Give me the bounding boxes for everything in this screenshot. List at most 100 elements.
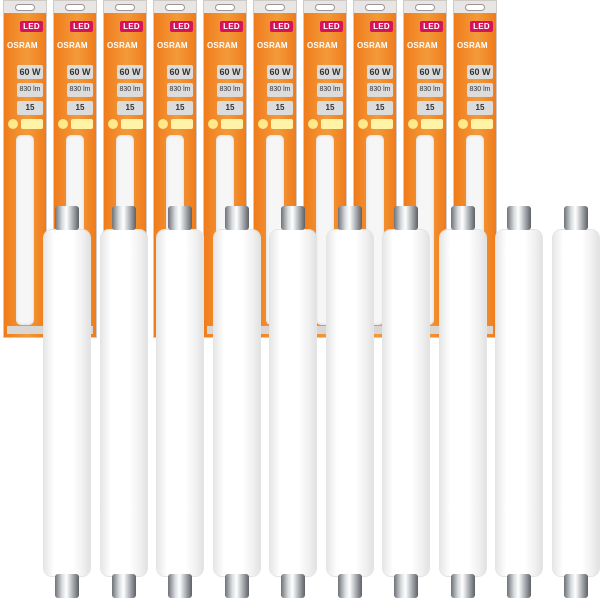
warm-white-tag [471, 119, 493, 129]
metal-end-cap [281, 206, 305, 230]
warm-white-icon [158, 119, 168, 129]
lifetime-label: 15 [217, 101, 243, 115]
hang-hole [265, 4, 285, 11]
led-tube [100, 230, 147, 576]
lumen-label: 830 lm [467, 83, 493, 97]
wattage-label: 60 W [117, 65, 143, 79]
metal-end-cap [168, 206, 192, 230]
warm-white-tag [321, 119, 343, 129]
lumen-label: 830 lm [217, 83, 243, 97]
lumen-label: 830 lm [167, 83, 193, 97]
warm-white-icon [8, 119, 18, 129]
brand-logo: OSRAM [107, 41, 138, 50]
hang-hole [215, 4, 235, 11]
warm-white-icon [58, 119, 68, 129]
lifetime-label: 15 [467, 101, 493, 115]
brand-logo: OSRAM [7, 41, 38, 50]
lifetime-label: 15 [67, 101, 93, 115]
led-badge: LED [320, 21, 343, 32]
lumen-label: 830 lm [17, 83, 43, 97]
wattage-label: 60 W [367, 65, 393, 79]
brand-logo: OSRAM [57, 41, 88, 50]
warm-white-icon [258, 119, 268, 129]
warm-white-icon [458, 119, 468, 129]
metal-end-cap [450, 206, 475, 230]
led-badge: LED [20, 21, 43, 32]
led-tube [44, 230, 90, 576]
hang-hole [165, 4, 185, 11]
led-tube [496, 230, 542, 576]
wattage-label: 60 W [67, 65, 93, 79]
lifetime-label: 15 [417, 101, 443, 115]
metal-end-cap [55, 206, 79, 230]
hang-hole [465, 4, 485, 11]
metal-end-cap [111, 206, 136, 230]
wattage-label: 60 W [417, 65, 443, 79]
metal-end-cap [337, 206, 362, 230]
warm-white-tag [71, 119, 93, 129]
brand-logo: OSRAM [457, 41, 488, 50]
metal-end-cap [394, 206, 418, 230]
led-badge: LED [220, 21, 243, 32]
pack-footer [7, 326, 43, 334]
hang-hole [65, 4, 85, 11]
metal-end-cap [394, 574, 418, 598]
wattage-label: 60 W [17, 65, 43, 79]
metal-end-cap [337, 574, 362, 598]
led-badge: LED [170, 21, 193, 32]
led-badge: LED [270, 21, 293, 32]
metal-end-cap [281, 574, 305, 598]
led-badge: LED [370, 21, 393, 32]
lumen-label: 830 lm [267, 83, 293, 97]
brand-logo: OSRAM [407, 41, 438, 50]
pack-window-tube [16, 135, 34, 325]
led-tube [270, 230, 316, 576]
metal-end-cap [55, 574, 79, 598]
wattage-label: 60 W [267, 65, 293, 79]
wattage-label: 60 W [217, 65, 243, 79]
wattage-label: 60 W [317, 65, 343, 79]
brand-logo: OSRAM [257, 41, 288, 50]
metal-end-cap [507, 574, 531, 598]
metal-end-cap [168, 574, 192, 598]
led-tube [213, 230, 260, 576]
lumen-label: 830 lm [367, 83, 393, 97]
warm-white-tag [221, 119, 243, 129]
lumen-label: 830 lm [317, 83, 343, 97]
brand-logo: OSRAM [207, 41, 238, 50]
led-tube [157, 230, 203, 576]
warm-white-icon [308, 119, 318, 129]
hang-hole [415, 4, 435, 11]
led-tube [326, 230, 373, 576]
led-tube [383, 230, 429, 576]
led-badge: LED [470, 21, 493, 32]
warm-white-icon [208, 119, 218, 129]
lumen-label: 830 lm [417, 83, 443, 97]
warm-white-tag [21, 119, 43, 129]
wattage-label: 60 W [467, 65, 493, 79]
lifetime-label: 15 [267, 101, 293, 115]
warm-white-tag [171, 119, 193, 129]
metal-end-cap [224, 574, 249, 598]
lumen-label: 830 lm [117, 83, 143, 97]
warm-white-tag [421, 119, 443, 129]
metal-end-cap [563, 574, 588, 598]
lumen-label: 830 lm [67, 83, 93, 97]
hang-hole [115, 4, 135, 11]
hang-hole [365, 4, 385, 11]
warm-white-tag [121, 119, 143, 129]
lifetime-label: 15 [117, 101, 143, 115]
blister-pack: LED OSRAM 60 W 830 lm 15 [3, 0, 47, 338]
metal-end-cap [111, 574, 136, 598]
metal-end-cap [450, 574, 475, 598]
brand-logo: OSRAM [357, 41, 388, 50]
warm-white-tag [371, 119, 393, 129]
lifetime-label: 15 [317, 101, 343, 115]
lifetime-label: 15 [367, 101, 393, 115]
metal-end-cap [224, 206, 249, 230]
hang-hole [15, 4, 35, 11]
metal-end-cap [563, 206, 588, 230]
metal-end-cap [507, 206, 531, 230]
wattage-label: 60 W [167, 65, 193, 79]
